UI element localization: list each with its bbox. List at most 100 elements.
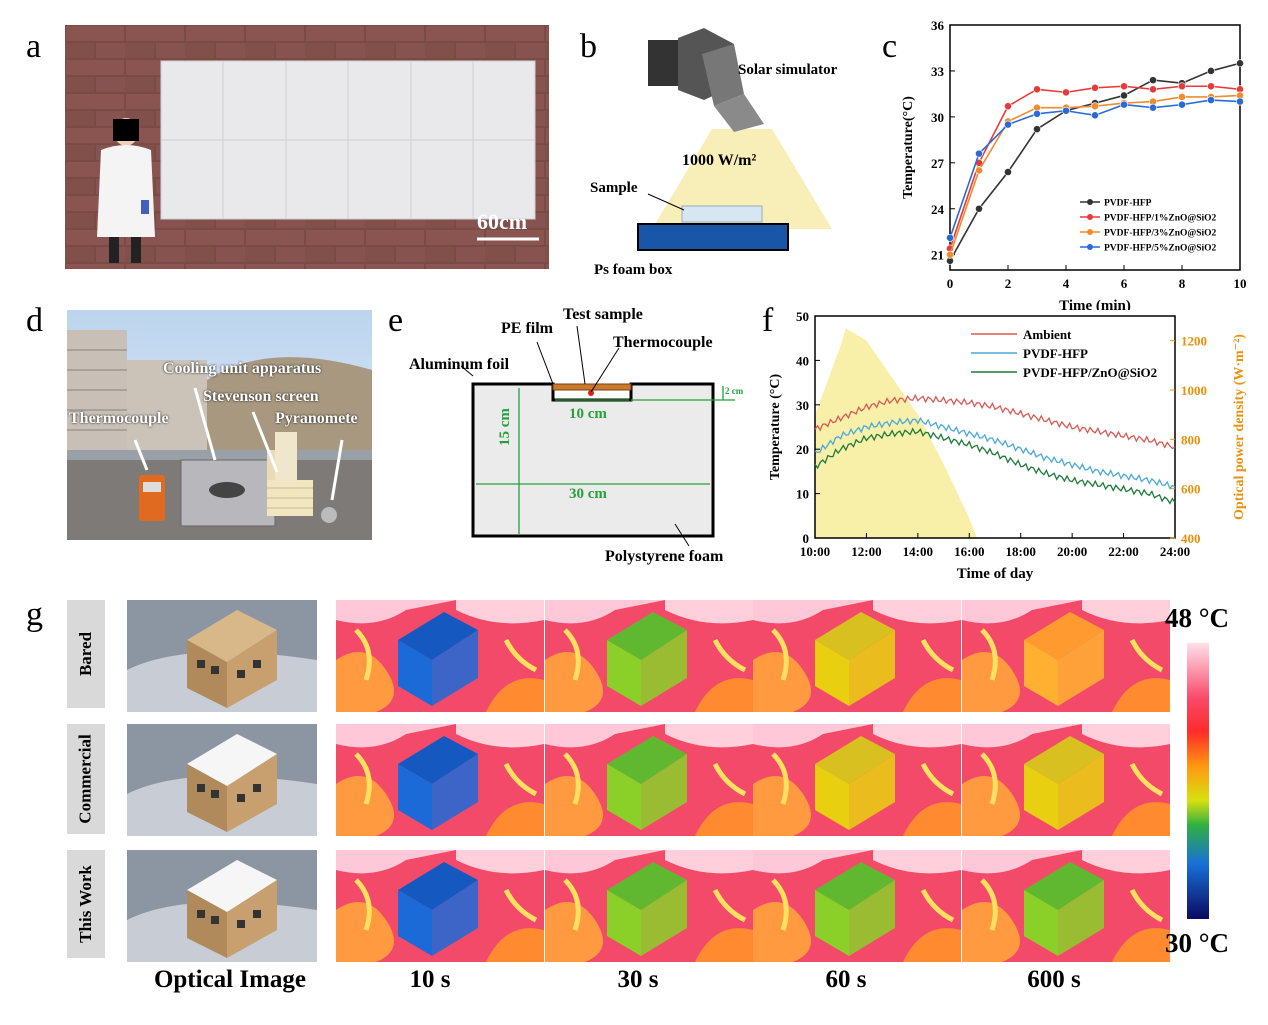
chart-f-ytick-label: 40 xyxy=(796,353,809,368)
thermal-image xyxy=(753,850,961,962)
optical-image xyxy=(127,850,317,962)
chart-c-point xyxy=(1091,83,1099,92)
optical-image xyxy=(127,724,317,836)
chart-c-legend-label: PVDF-HFP/3%ZnO@SiO2 xyxy=(1104,229,1217,239)
chart-c-point xyxy=(1033,85,1041,94)
panel-label-c: c xyxy=(882,28,898,65)
chart-c-ytick-label: 33 xyxy=(931,64,945,79)
photo-outdoor-setup: Cooling unit apparatus Stevenson screen … xyxy=(67,310,372,540)
chart-c-point xyxy=(1236,59,1244,68)
thermocouple-dot xyxy=(588,390,594,396)
solar-simulator-schematic: Solar simulator 1000 W/m² Sample Ps foam… xyxy=(584,24,874,286)
chart-c-point xyxy=(1062,88,1070,97)
chart-f-ytick-right-label: 800 xyxy=(1181,432,1201,447)
label-thermocouple: Thermocouple xyxy=(69,410,169,427)
chart-f-series-line xyxy=(814,417,1176,490)
chart-f-frame xyxy=(814,315,1176,539)
sample-block xyxy=(681,205,763,223)
label-solar-simulator: Solar simulator xyxy=(738,62,838,78)
chart-c-point xyxy=(1033,125,1041,134)
chart-c-legend-marker xyxy=(1087,229,1093,235)
row-label-commercial: Commercial xyxy=(67,724,105,834)
chart-f-ylabel: Temperature (°C) xyxy=(768,374,783,481)
chart-f-ytick-label: 0 xyxy=(803,531,810,546)
chart-f-xtick-label: 14:00 xyxy=(903,544,933,559)
chart-c-ytick-label: 30 xyxy=(931,110,944,125)
col-label-30s: 30 s xyxy=(617,966,659,993)
chart-c-point xyxy=(1091,111,1099,120)
chart-c-point xyxy=(946,233,954,242)
col-label-600s: 600 s xyxy=(1027,966,1081,993)
chart-c-point xyxy=(1004,168,1012,176)
solar-simulator-icon xyxy=(648,28,764,132)
chart-c-point xyxy=(1120,91,1128,100)
chart-c-point xyxy=(946,250,954,259)
panel-label-a: a xyxy=(26,28,42,65)
chart-c-xtick-label: 0 xyxy=(947,276,954,291)
chart-c-xtick-label: 2 xyxy=(1005,276,1012,291)
label-sample: Sample xyxy=(590,180,638,196)
chart-c-point xyxy=(1062,106,1070,115)
test-sample-strip xyxy=(552,383,632,391)
chart-c-point xyxy=(1149,76,1157,85)
chart-f-xtick-label: 16:00 xyxy=(954,544,984,559)
foam-box xyxy=(637,223,789,251)
label-foam-box: Ps foam box xyxy=(594,262,673,278)
chart-c-legend-marker xyxy=(1087,244,1093,250)
chart-c-point xyxy=(1033,109,1041,118)
thermal-image xyxy=(545,850,753,962)
chart-c-ytick-label: 27 xyxy=(931,156,945,171)
chart-f-ylabel-right: Optical power density (W·m⁻²) xyxy=(1232,334,1247,520)
chart-c-point xyxy=(1178,82,1186,91)
chart-c-point xyxy=(1149,85,1157,94)
chart-f-legend-label: PVDF-HFP/ZnO@SiO2 xyxy=(1023,365,1157,380)
label-irradiance: 1000 W/m² xyxy=(682,152,757,169)
col-label-10s: 10 s xyxy=(409,966,451,993)
chart-c-point xyxy=(1207,96,1215,104)
chart-c-frame xyxy=(949,24,1241,271)
thermal-image xyxy=(336,850,544,962)
chart-c-point xyxy=(975,149,983,158)
thermal-image xyxy=(753,724,961,836)
chart-c-legend-label: PVDF-HFP/5%ZnO@SiO2 xyxy=(1104,244,1217,254)
label-polystyrene: Polystyrene foam xyxy=(605,548,724,565)
thermal-image xyxy=(962,724,1170,836)
chart-c-legend-marker xyxy=(1087,199,1093,205)
chart-c-ytick-label: 21 xyxy=(931,248,944,263)
thermal-image xyxy=(336,600,544,712)
chart-c-point xyxy=(1120,100,1128,109)
label-aluminum-foil: Aluminum foil xyxy=(409,356,510,373)
chart-f-ytick-right-label: 600 xyxy=(1181,482,1201,497)
col-label-60s: 60 s xyxy=(825,966,867,993)
chart-f-legend-label: PVDF-HFP xyxy=(1023,346,1088,361)
stevenson-screen xyxy=(267,432,313,516)
chart-c-series-line xyxy=(949,85,1241,249)
label-cooling-unit: Cooling unit apparatus xyxy=(163,360,322,377)
dim-2cm: 2 cm xyxy=(725,386,744,396)
col-label-optical: Optical Image xyxy=(153,966,307,993)
chart-f-xtick-label: 10:00 xyxy=(800,544,830,559)
photo-large-film: 60cm xyxy=(65,25,549,269)
thermal-image xyxy=(545,724,753,836)
chart-c-xtick-label: 6 xyxy=(1121,276,1128,291)
chart-c-point xyxy=(1004,102,1012,111)
chart-f-xtick-label: 20:00 xyxy=(1057,544,1087,559)
chart-c-point xyxy=(1091,102,1099,111)
chart-c-point xyxy=(1004,120,1012,129)
chart-f-xtick-label: 12:00 xyxy=(851,544,881,559)
thermal-image xyxy=(962,600,1170,712)
chart-f-ytick-label: 10 xyxy=(796,487,809,502)
thermal-image xyxy=(545,600,753,712)
thermal-image xyxy=(753,600,961,712)
colorbar xyxy=(1187,643,1209,919)
chart-c-legend-label: PVDF-HFP xyxy=(1104,199,1152,209)
label-stevenson: Stevenson screen xyxy=(203,388,319,405)
dim-15cm: 15 cm xyxy=(497,408,513,446)
panel-label-b: b xyxy=(580,28,597,65)
panel-label-f: f xyxy=(762,302,774,339)
chart-c-xtick-label: 8 xyxy=(1179,276,1186,291)
chart-f-ytick-label: 20 xyxy=(796,442,809,457)
diagram-e: PE film Test sample Thermocouple Aluminu… xyxy=(405,306,755,576)
row-label-this-work: This Work xyxy=(67,850,105,958)
chart-c-point xyxy=(1207,82,1215,91)
